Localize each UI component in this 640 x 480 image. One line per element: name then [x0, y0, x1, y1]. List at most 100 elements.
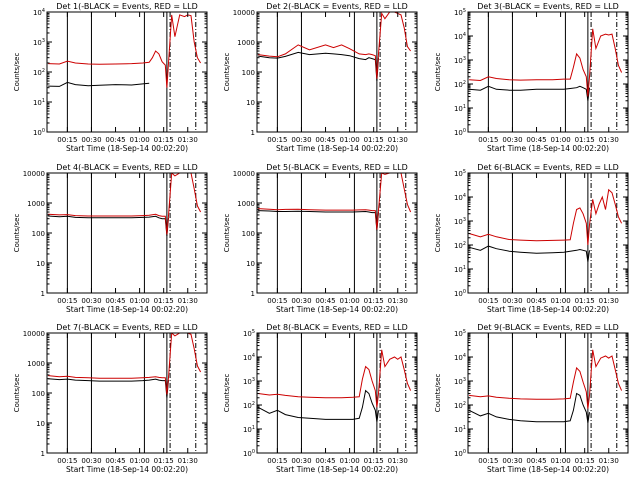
y-tick-label: 102 [243, 401, 255, 410]
y-tick-label: 105 [454, 8, 466, 17]
x-tick-label: 01:15 [575, 457, 595, 465]
series-events-line [48, 215, 169, 236]
y-tick-label: 102 [454, 241, 466, 250]
series-events-line [258, 51, 379, 82]
y-tick-label: 10 [246, 260, 255, 268]
y-tick-label: 104 [243, 353, 255, 362]
x-tick-label: 01:15 [575, 136, 595, 144]
x-tick-label: 01:15 [154, 297, 174, 305]
x-tick-label: 00:15 [478, 136, 498, 144]
y-tick-label: 104 [454, 32, 466, 41]
x-tick-label: 01:30 [599, 457, 619, 465]
plot-frame [46, 332, 208, 454]
y-tick-label: 105 [454, 329, 466, 338]
x-axis-label: Start Time (18-Sep-14 00:02:20) [487, 465, 609, 474]
chart-panel-5: 1 10 100 1000 10000 00:15 00:30 00:45 01:00 01:15… [223, 163, 418, 314]
y-axis-label: Counts/sec [13, 53, 21, 92]
y-tick-label: 10000 [23, 330, 45, 338]
x-tick-label: 00:15 [267, 457, 287, 465]
x-tick-label: 00:30 [291, 136, 311, 144]
y-tick-label: 100 [33, 128, 45, 137]
y-tick-label: 102 [454, 401, 466, 410]
y-tick-label: 10 [36, 260, 45, 268]
series-lld-line [258, 173, 412, 230]
x-tick-label: 01:30 [388, 136, 408, 144]
y-tick-label: 10 [36, 420, 45, 428]
chart-title: Det 2(-BLACK = Events, RED = LLD [266, 2, 407, 11]
y-axis-label: Counts/sec [13, 374, 21, 413]
y-tick-label: 10000 [23, 170, 45, 178]
x-tick-label: 00:15 [57, 457, 77, 465]
y-axis-label: Counts/sec [434, 53, 442, 92]
chart-panel-1: 100 101 102 103 104 00:15 00:30 00:45 01:00 01:15… [13, 2, 208, 153]
y-axis-label: Counts/sec [223, 374, 231, 413]
chart-panel-4: 1 10 100 1000 10000 00:15 00:30 00:45 01:00 01:15… [13, 163, 208, 314]
x-tick-label: 01:00 [551, 297, 571, 305]
chart-title: Det 5(-BLACK = Events, RED = LLD [266, 163, 407, 172]
plot-frame [256, 332, 418, 454]
x-axis-label: Start Time (18-Sep-14 00:02:20) [487, 305, 609, 314]
y-axis-label: Counts/sec [434, 214, 442, 253]
y-tick-label: 105 [243, 329, 255, 338]
x-tick-label: 00:30 [81, 136, 101, 144]
x-tick-label: 00:45 [105, 457, 125, 465]
chart-panel-3: 100 101 102 103 104 105 00:15 00:30 00:45 01:00 01… [434, 2, 629, 153]
x-tick-label: 01:30 [178, 297, 198, 305]
x-tick-label: 01:15 [364, 136, 384, 144]
y-tick-label: 100 [32, 390, 45, 398]
series-lld-line [48, 14, 202, 88]
y-tick-label: 103 [454, 217, 466, 226]
chart-panel-7: 1 10 100 1000 10000 00:15 00:30 00:45 01:00 01:15… [13, 323, 208, 474]
plot-frame [256, 11, 418, 133]
x-tick-label: 01:00 [340, 297, 360, 305]
chart-title: Det 4(-BLACK = Events, RED = LLD [56, 163, 197, 172]
x-tick-label: 01:00 [130, 136, 150, 144]
y-tick-label: 1000 [237, 39, 255, 47]
chart-panel-6: 100 101 102 103 104 105 00:15 00:30 00:45 01:00 01… [434, 163, 629, 314]
x-tick-label: 01:30 [178, 457, 198, 465]
x-axis-label: Start Time (18-Sep-14 00:02:20) [66, 305, 188, 314]
chart-title: Det 3(-BLACK = Events, RED = LLD [477, 2, 618, 11]
x-tick-label: 00:30 [502, 457, 522, 465]
x-tick-label: 00:45 [105, 297, 125, 305]
series-events-line [48, 81, 150, 87]
y-tick-label: 1 [251, 129, 255, 137]
y-tick-label: 104 [33, 8, 45, 17]
y-axis-label: Counts/sec [434, 374, 442, 413]
y-tick-label: 103 [33, 38, 45, 47]
x-tick-label: 01:30 [388, 457, 408, 465]
y-tick-label: 102 [454, 80, 466, 89]
y-axis-label: Counts/sec [223, 53, 231, 92]
series-lld-line [258, 349, 412, 408]
y-tick-label: 1000 [27, 360, 45, 368]
series-lld-line [48, 173, 202, 235]
x-tick-label: 00:15 [267, 136, 287, 144]
y-tick-label: 10000 [233, 170, 255, 178]
x-axis-label: Start Time (18-Sep-14 00:02:20) [66, 465, 188, 474]
y-tick-label: 10000 [233, 9, 255, 17]
x-axis-label: Start Time (18-Sep-14 00:02:20) [276, 144, 398, 153]
y-tick-label: 100 [454, 449, 466, 458]
x-tick-label: 00:30 [502, 136, 522, 144]
y-tick-label: 101 [454, 104, 466, 113]
x-tick-label: 01:15 [154, 457, 174, 465]
series-events-line [468, 245, 590, 262]
x-tick-label: 01:30 [388, 297, 408, 305]
y-axis-label: Counts/sec [223, 214, 231, 253]
y-axis-label: Counts/sec [13, 214, 21, 253]
x-tick-label: 00:45 [526, 297, 546, 305]
series-lld-line [468, 188, 623, 246]
y-tick-label: 1 [41, 290, 45, 298]
x-tick-label: 01:15 [364, 297, 384, 305]
y-tick-label: 100 [242, 230, 255, 238]
plot-frame [46, 11, 208, 133]
x-tick-label: 01:15 [154, 136, 174, 144]
series-lld-line [469, 28, 623, 97]
chart-panel-2: 1 10 100 1000 10000 00:15 00:30 00:45 01:00 01:15… [223, 2, 418, 153]
chart-title: Det 6(-BLACK = Events, RED = LLD [477, 163, 618, 172]
x-tick-label: 01:15 [364, 457, 384, 465]
series-events-line [469, 85, 590, 101]
x-tick-label: 00:45 [526, 457, 546, 465]
plot-frame [467, 332, 629, 454]
y-tick-label: 103 [454, 377, 466, 386]
